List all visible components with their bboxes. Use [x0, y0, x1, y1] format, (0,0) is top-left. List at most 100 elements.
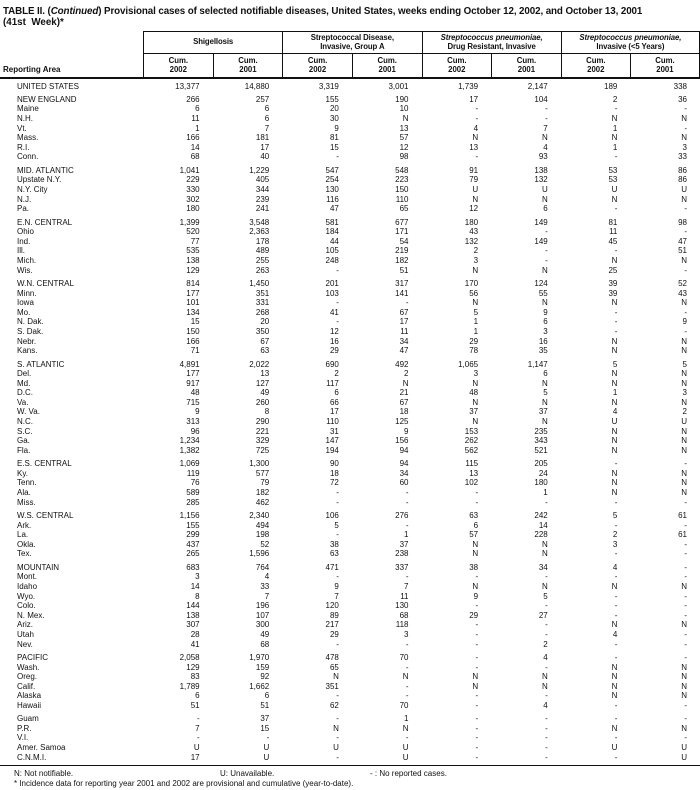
cell-value: 155	[186, 520, 200, 530]
cell-value: 21	[399, 388, 409, 398]
cell-value: 1,147	[527, 359, 548, 369]
cell-value: 205	[534, 459, 548, 469]
cell-value: U	[681, 185, 687, 195]
table-row: Upstate N.Y. 229 405 254 223 79 132 53 86	[0, 175, 700, 185]
column-subheaders: Cum. 2002 Cum. 2001	[562, 54, 699, 77]
cell-value: 184	[325, 227, 339, 237]
cell-value: 166	[186, 336, 200, 346]
table-title-line2: (41st Week)*	[3, 17, 64, 28]
cell-value: 150	[395, 185, 409, 195]
row-label: Minn.	[17, 288, 37, 298]
table-header: Reporting Area Shigellosis Cum. 2002 Cum. 20…	[0, 31, 700, 79]
row-label: Wyo.	[17, 591, 36, 601]
group-title-line2: Drug Resistant, Invasive	[447, 41, 536, 51]
cell-value: 68	[260, 639, 270, 649]
cell-value: 405	[255, 175, 270, 185]
cell-value: -	[475, 691, 479, 701]
table-row: Miss. 285 462 - - - - - -	[0, 498, 700, 508]
row-label: N.H.	[17, 114, 33, 124]
cell-value: -	[614, 246, 618, 256]
cell-value: 27	[538, 610, 548, 620]
cell-value: 489	[255, 246, 270, 256]
cell-value: N	[611, 662, 618, 672]
cell-value: 241	[255, 204, 270, 214]
cell-value: -	[684, 652, 687, 662]
cell-value: 178	[255, 236, 270, 246]
table-row: N.H. 11 6 30 N - - N N	[0, 114, 700, 124]
cell-value: U	[263, 743, 270, 753]
cell-value: -	[475, 629, 479, 639]
cell-value: U	[472, 185, 479, 195]
cell-value: 18	[329, 468, 339, 478]
cell-value: N	[681, 468, 687, 478]
year-label: 2002	[587, 64, 605, 74]
table-row: Nev. 41 68 - - - 2 - -	[0, 640, 700, 650]
cell-value: -	[545, 662, 548, 672]
cell-value: -	[405, 520, 409, 530]
cell-value: 78	[469, 346, 479, 356]
cell-value: 4	[543, 700, 548, 710]
cell-value: 155	[325, 94, 339, 104]
row-label: Nebr.	[17, 336, 37, 346]
cell-value: 223	[395, 175, 409, 185]
cell-value: 6	[334, 388, 339, 398]
cell-value: 180	[186, 204, 200, 214]
cell-value: 4	[543, 142, 548, 152]
table-row: N. Mex. 138 107 89 68 29 27 - -	[0, 611, 700, 621]
cell-value: 535	[186, 246, 200, 256]
cell-value: 79	[260, 478, 270, 488]
cell-value: 130	[325, 185, 339, 195]
row-group: E.S. CENTRAL 1,069 1,300 90 94 115 205- - Ky. 119…	[0, 459, 700, 507]
cell-value: 44	[329, 236, 339, 246]
cell-value: -	[684, 629, 687, 639]
cell-value: 65	[329, 662, 339, 672]
row-label: Ky.	[17, 468, 28, 478]
cell-value: 8	[264, 407, 270, 417]
cell-value: 159	[255, 662, 270, 672]
cell-value: 715	[186, 397, 200, 407]
table-row: Ind. 77 178 44 54 132 149 45 47	[0, 237, 700, 247]
cell-value: 331	[255, 298, 270, 308]
cell-value: 198	[255, 530, 270, 540]
cell-value: -	[684, 227, 687, 237]
cell-value: 119	[186, 468, 200, 478]
cell-value: -	[684, 123, 687, 133]
cell-value: 351	[255, 288, 270, 298]
row-group: W.N. CENTRAL 814 1,450 201 317 170 124 39 52 Minn…	[0, 279, 700, 356]
cell-value: N	[472, 298, 479, 308]
row-label: Iowa	[17, 298, 34, 308]
row-label: NEW ENGLAND	[17, 94, 77, 104]
cell-value: 190	[395, 94, 409, 104]
cell-value: N	[611, 194, 618, 204]
cell-value: 72	[329, 478, 339, 488]
cell-value: -	[545, 601, 548, 611]
table-row: Del. 177 13 2 2 3 6 N N	[0, 369, 700, 379]
row-label: E.N. CENTRAL	[17, 217, 73, 227]
cell-value: N	[681, 133, 687, 143]
cell-value: 437	[186, 539, 200, 549]
table-row: Wash. 129 159 65 - - - N N	[0, 663, 700, 673]
cell-value: -	[336, 530, 339, 540]
cell-value: 1,069	[179, 459, 200, 469]
legend-unavailable: U: Unavailable.	[220, 769, 275, 779]
cell-value: 12	[469, 204, 479, 214]
cell-value: N	[681, 445, 687, 455]
cell-value: 1,229	[249, 165, 270, 175]
cell-value: 194	[325, 445, 339, 455]
cell-value: 79	[469, 175, 479, 185]
cell-value: 1	[195, 123, 200, 133]
cell-value: 110	[326, 417, 339, 427]
cell-value: 589	[186, 488, 200, 498]
cell-value: 14	[190, 581, 200, 591]
row-label: Ga.	[17, 436, 30, 446]
cell-value: -	[475, 639, 479, 649]
table-row: D.C. 48 49 6 21 48 5 1 3	[0, 388, 700, 398]
column-header-cum-2002: Cum. 2002	[144, 54, 213, 77]
cell-value: 51	[260, 700, 270, 710]
cell-value: -	[196, 733, 200, 743]
cell-value: 6	[264, 114, 270, 124]
cell-value: 118	[395, 620, 409, 630]
cell-value: 764	[255, 562, 270, 572]
cell-value: U	[611, 743, 618, 753]
cell-value: 6	[473, 520, 479, 530]
